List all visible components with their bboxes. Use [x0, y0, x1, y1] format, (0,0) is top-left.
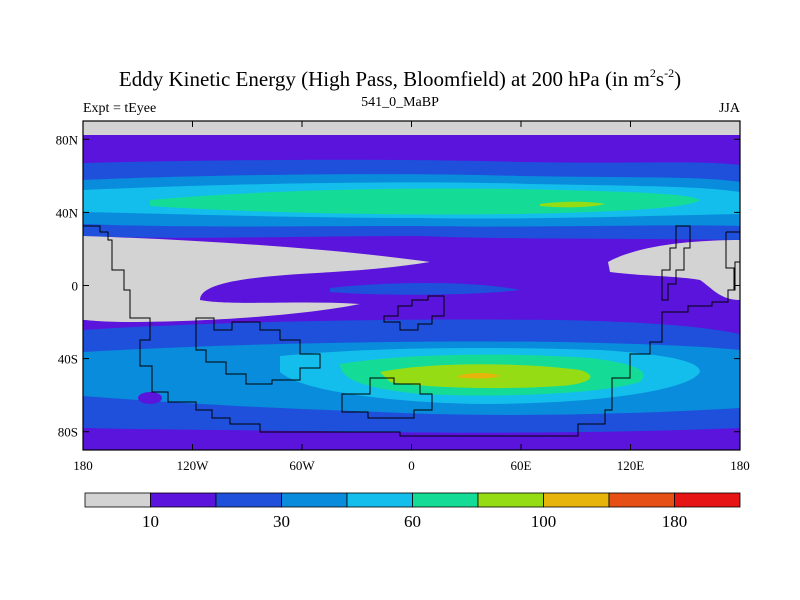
lat-tick-label: 0: [72, 279, 79, 294]
field-low-asia: [608, 240, 740, 300]
colorbar-box: [215, 492, 282, 508]
field-low-americas: [83, 236, 430, 322]
lon-tick-label: 0: [408, 458, 415, 473]
coast-central: [195, 317, 321, 385]
colorbar-label: 180: [662, 512, 688, 531]
lat-tick-label: 40S: [58, 352, 78, 367]
field-peak-north: [540, 201, 605, 208]
colorbar-box: [674, 492, 741, 508]
colorbar-label: 60: [404, 512, 421, 531]
longitude-axis: 180 120W 60W 0 60E 120E 180: [73, 121, 750, 473]
latitude-axis: 80N 40N 0 40S 80S: [56, 132, 740, 440]
lon-tick-label: 180: [73, 458, 93, 473]
colorbar-box: [412, 492, 479, 508]
experiment-label: Expt = tEyee: [83, 101, 157, 116]
colorbar-box: [84, 492, 151, 508]
lon-tick-label: 60W: [289, 458, 315, 473]
coast-africa: [383, 295, 445, 331]
case-label: 541_0_MaBP: [361, 95, 439, 110]
colorbar-box: [543, 492, 610, 508]
colorbar-box: [608, 492, 675, 508]
colorbar-box: [477, 492, 544, 508]
lat-tick-label: 80S: [58, 425, 78, 440]
colorbar-label: 100: [531, 512, 557, 531]
lat-tick-label: 80N: [56, 132, 79, 147]
map-plot-area: [83, 121, 740, 450]
lon-tick-label: 180: [730, 458, 750, 473]
colorbar: 10 30 60 100 180: [84, 492, 741, 531]
field-polar-north: [83, 121, 740, 135]
field-polar-south: [83, 428, 740, 450]
coast-east-2: [725, 231, 740, 290]
colorbar-box: [150, 492, 217, 508]
field-band-north-4: [150, 188, 700, 215]
chart-title: Eddy Kinetic Energy (High Pass, Bloomfie…: [118, 66, 682, 91]
colorbar-label: 30: [273, 512, 290, 531]
coast-americas: [83, 225, 740, 437]
coast-southern-south: [341, 377, 433, 419]
season-label: JJA: [718, 101, 740, 116]
field-eq-blue: [330, 283, 520, 295]
field-max-south: [458, 373, 500, 379]
field-small-patch: [138, 392, 162, 404]
colorbar-box: [346, 492, 413, 508]
colorbar-label: 10: [142, 512, 159, 531]
lon-tick-label: 60E: [511, 458, 532, 473]
coastlines: [83, 225, 740, 437]
colorbar-box: [281, 492, 348, 508]
lon-tick-label: 120E: [617, 458, 645, 473]
lat-tick-label: 40N: [56, 205, 79, 220]
coast-east: [661, 225, 691, 301]
lon-tick-label: 120W: [177, 458, 210, 473]
